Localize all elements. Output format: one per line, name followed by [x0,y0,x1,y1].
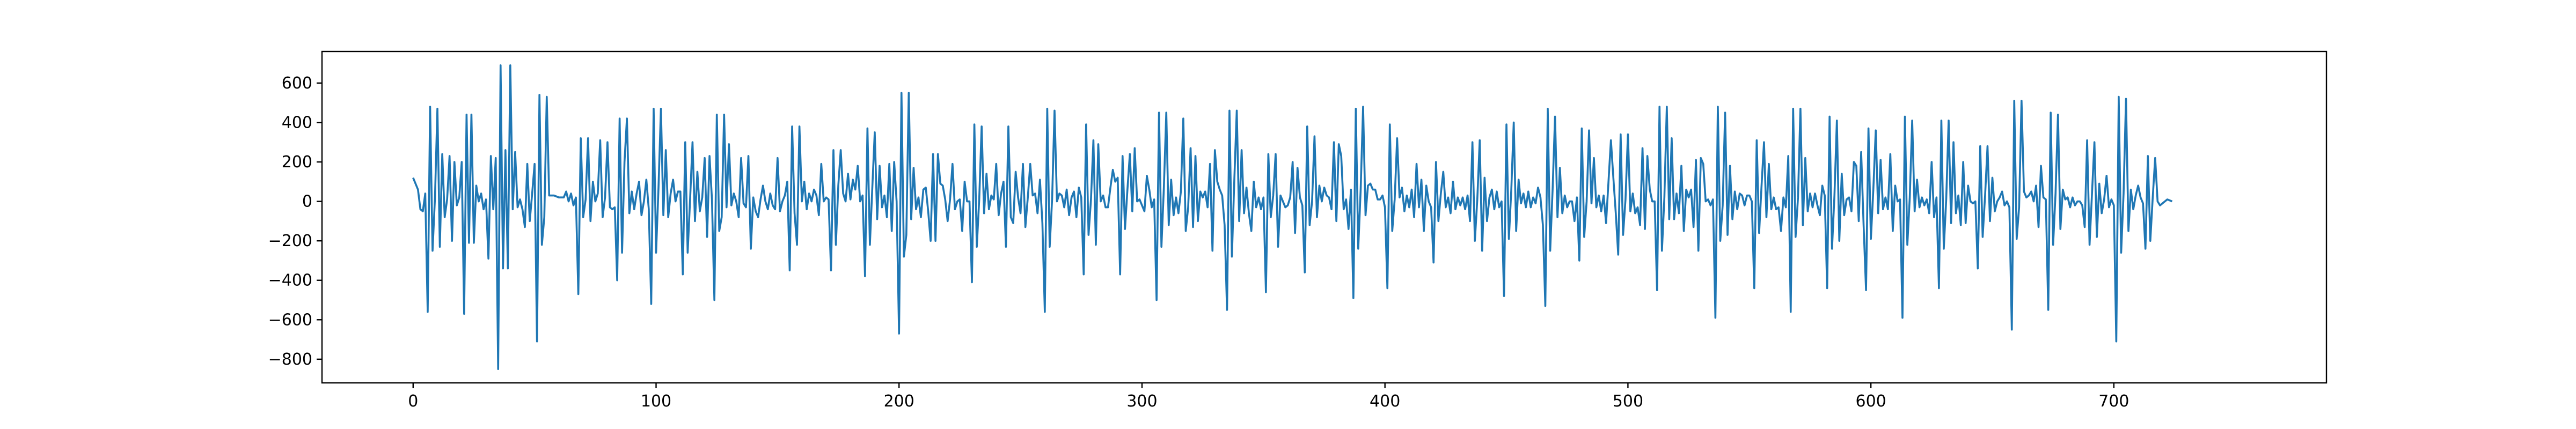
x-axis: 0 100 200 300 400 500 600 700 [408,383,2129,411]
x-tick-label: 100 [641,392,671,411]
y-tick-label: 400 [282,113,312,132]
data-series-line [412,64,2173,371]
x-tick-label: 300 [1126,392,1157,411]
x-tick-label: 400 [1370,392,1400,411]
x-tick-label: 200 [884,392,914,411]
y-tick-label: −800 [268,350,312,369]
plot-area-frame [321,50,2328,384]
y-tick-label: −200 [268,232,312,250]
y-tick-label: 200 [282,153,312,172]
y-tick-label: 0 [302,193,312,211]
x-tick-label: 0 [408,392,418,411]
y-axis: 600 400 200 0 −200 −400 −600 −800 [268,74,322,369]
x-tick-label: 500 [1613,392,1643,411]
x-tick-label: 600 [1856,392,1886,411]
y-tick-label: 600 [282,74,312,93]
x-tick-label: 700 [2098,392,2129,411]
y-tick-label: −600 [268,310,312,329]
y-tick-label: −400 [268,271,312,290]
